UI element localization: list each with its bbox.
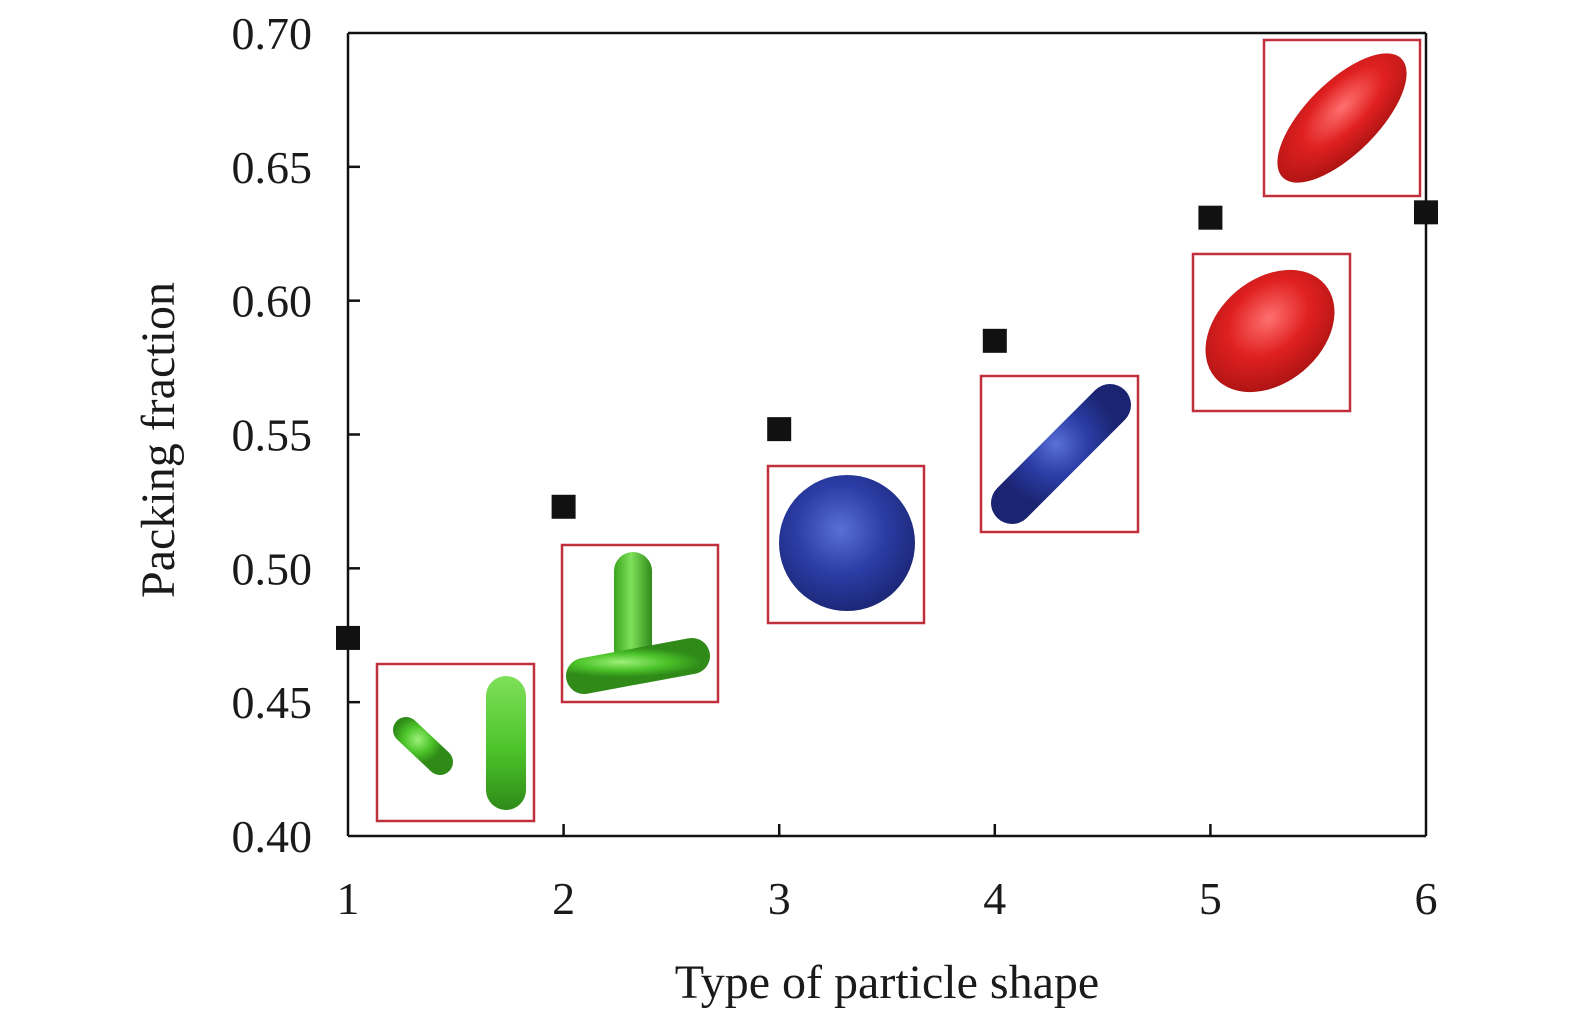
inset-sphere bbox=[766, 464, 926, 625]
inset-spherocylinder bbox=[979, 374, 1140, 534]
tetrapod-shape-icon bbox=[566, 552, 710, 694]
y-axis-title: Packing fraction bbox=[132, 282, 185, 598]
y-tick-label: 0.65 bbox=[232, 142, 313, 193]
x-tick-label: 6 bbox=[1415, 873, 1438, 924]
data-point bbox=[551, 494, 576, 519]
elongated-ellipsoid-shape-icon bbox=[1277, 53, 1407, 183]
x-tick-label: 1 bbox=[337, 873, 360, 924]
data-points bbox=[336, 200, 1438, 650]
data-point bbox=[1198, 205, 1223, 230]
y-tick-label: 0.55 bbox=[232, 410, 313, 461]
tripod-shape-icon bbox=[393, 676, 526, 810]
ellipsoid-shape-icon bbox=[1205, 269, 1335, 393]
x-tick-label: 2 bbox=[552, 873, 575, 924]
y-tick-label: 0.45 bbox=[232, 677, 313, 728]
data-point bbox=[767, 417, 792, 442]
x-tick-label: 5 bbox=[1199, 873, 1222, 924]
y-tick-label: 0.40 bbox=[232, 811, 313, 862]
x-axis-ticks: 1 2 3 4 5 6 bbox=[337, 824, 1438, 924]
y-axis-ticks: 0.40 0.45 0.50 0.55 0.60 0.65 0.70 bbox=[232, 8, 360, 862]
spherocylinder-shape-icon bbox=[991, 384, 1131, 524]
y-tick-label: 0.60 bbox=[232, 276, 313, 327]
particle-shape-insets bbox=[375, 38, 1422, 823]
data-point bbox=[336, 625, 360, 650]
inset-tripod bbox=[375, 662, 536, 823]
x-axis-title: Type of particle shape bbox=[675, 956, 1099, 1009]
data-point bbox=[1414, 200, 1438, 225]
x-tick-label: 4 bbox=[983, 873, 1006, 924]
x-tick-label: 3 bbox=[768, 873, 791, 924]
inset-tetrapod bbox=[560, 543, 720, 704]
y-tick-label: 0.50 bbox=[232, 543, 313, 594]
inset-ellipsoid bbox=[1191, 252, 1352, 413]
y-tick-label: 0.70 bbox=[232, 8, 313, 59]
sphere-shape-icon bbox=[779, 475, 915, 611]
data-point bbox=[982, 328, 1007, 353]
inset-elongated-ellipsoid bbox=[1262, 38, 1422, 198]
